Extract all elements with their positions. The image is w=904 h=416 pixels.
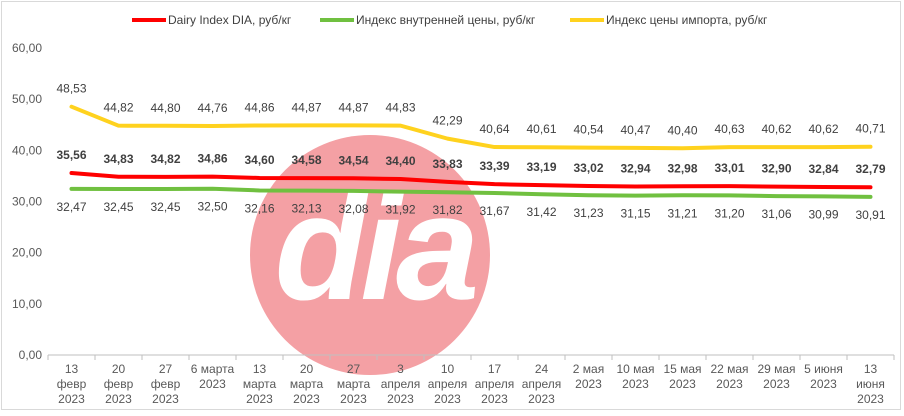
data-label: 34,54: [338, 153, 368, 167]
data-label: 33,83: [432, 157, 462, 171]
data-label: 48,53: [56, 82, 86, 96]
data-label: 31,21: [667, 206, 697, 220]
data-label: 30,91: [855, 208, 885, 222]
data-label: 40,47: [620, 123, 650, 137]
data-label: 44,82: [103, 101, 133, 115]
data-label: 44,87: [338, 100, 368, 114]
data-label: 40,54: [573, 123, 603, 137]
data-label: 31,20: [714, 206, 744, 220]
legend-label: Индекс цены импорта, руб/кг: [606, 13, 768, 27]
series-line-0: [69, 171, 873, 190]
data-label: 34,60: [244, 153, 274, 167]
data-label: 32,13: [291, 202, 321, 216]
y-tick-label: 0,00: [19, 348, 43, 362]
data-label: 32,47: [56, 200, 86, 214]
data-label: 33,19: [526, 160, 556, 174]
axes: 0,00 10,00 20,00 30,00 40,00 50,00 60,00 13 февр…: [12, 41, 895, 406]
data-label: 42,29: [432, 114, 462, 128]
legend: Dairy Index DIA, руб/кг Индекс внутренней…: [132, 13, 768, 27]
data-label: 32,50: [197, 200, 227, 214]
data-label: 33,01: [714, 161, 744, 175]
data-label: 31,42: [526, 205, 556, 219]
x-tick-label: 6 марта 2023: [191, 362, 235, 391]
data-label: 44,83: [385, 101, 415, 115]
data-label: 32,84: [808, 162, 838, 176]
legend-label: Индекс внутренней цены, руб/кг: [356, 13, 536, 27]
data-label: 31,67: [479, 204, 509, 218]
data-label: 40,61: [526, 122, 556, 136]
data-label: 40,62: [808, 122, 838, 136]
data-label: 31,23: [573, 206, 603, 220]
dia-watermark-logo: dia: [250, 135, 490, 375]
data-label: 34,40: [385, 154, 415, 168]
y-tick-label: 50,00: [12, 92, 42, 106]
chart-frame: dia 0,00 10,00 20,00 30,00 40,00 50,00 60,00 13…: [1, 1, 901, 410]
x-tick-label: 22 мая 2023: [710, 362, 748, 391]
x-tick-label: 17 апреля 2023: [475, 362, 515, 406]
x-tick-label: 15 мая 2023: [663, 362, 701, 391]
x-tick-label: 29 мая 2023: [757, 362, 795, 391]
y-tick-label: 10,00: [12, 297, 42, 311]
x-tick-label: 24 апреля 2023: [522, 362, 562, 406]
series-lines: [69, 104, 873, 199]
line-chart: dia 0,00 10,00 20,00 30,00 40,00 50,00 60,00 13…: [12, 13, 895, 406]
x-tick-label: 27 февр 2023: [151, 362, 181, 406]
y-tick-label: 20,00: [12, 246, 42, 260]
data-label: 30,99: [808, 207, 838, 221]
data-label: 32,79: [855, 162, 885, 176]
x-tick-label: 5 июня 2023: [804, 362, 843, 391]
x-tick-label: 20 марта 2023: [290, 362, 324, 406]
data-label: 32,94: [620, 161, 650, 175]
data-label: 31,82: [432, 203, 462, 217]
data-label: 34,58: [291, 153, 321, 167]
watermark-circle: [250, 135, 490, 375]
data-label: 32,98: [667, 161, 697, 175]
watermark-text: dia: [275, 163, 476, 331]
data-label: 33,02: [573, 161, 603, 175]
y-tick-label: 40,00: [12, 143, 42, 157]
x-tick-label: 13 февр 2023: [57, 362, 87, 406]
series-line-1: [69, 186, 873, 199]
data-label: 33,39: [479, 159, 509, 173]
data-label: 44,86: [244, 100, 274, 114]
data-label: 32,90: [761, 162, 791, 176]
x-tick-label: 10 мая 2023: [616, 362, 654, 391]
data-label: 31,92: [385, 203, 415, 217]
data-label: 32,16: [244, 201, 274, 215]
y-tick-label: 60,00: [12, 41, 42, 55]
data-label: 40,40: [667, 123, 697, 137]
data-label: 44,76: [197, 101, 227, 115]
x-tick-label: 20 февр 2023: [104, 362, 134, 406]
data-label: 31,15: [620, 207, 650, 221]
x-tick-label: 3 апреля 2023: [381, 362, 421, 406]
x-tick-label: 2 мая 2023: [573, 362, 604, 391]
x-tick-label: 27 марта 2023: [337, 362, 371, 406]
data-label: 44,87: [291, 100, 321, 114]
data-label: 40,63: [714, 122, 744, 136]
data-label: 35,56: [56, 148, 86, 162]
data-label: 34,83: [103, 152, 133, 166]
data-label: 40,71: [855, 122, 885, 136]
data-label: 44,80: [150, 101, 180, 115]
data-labels: 35,56 34,83 34,82 34,86 34,60 34,58 34,54 34,40…: [56, 82, 885, 222]
data-label: 32,45: [103, 200, 133, 214]
data-label: 34,86: [197, 152, 227, 166]
x-tick-label: 10 апреля 2023: [428, 362, 468, 406]
data-label: 32,08: [338, 202, 368, 216]
legend-label: Dairy Index DIA, руб/кг: [168, 13, 292, 27]
data-label: 40,64: [479, 122, 509, 136]
y-tick-label: 30,00: [12, 195, 42, 209]
x-tick-label: 13 июня 2023: [856, 362, 885, 406]
series-line-2: [69, 104, 873, 151]
x-tick-label: 13 марта 2023: [243, 362, 277, 406]
data-label: 34,82: [150, 152, 180, 166]
data-label: 31,06: [761, 207, 791, 221]
data-label: 32,45: [150, 200, 180, 214]
data-label: 40,62: [761, 122, 791, 136]
